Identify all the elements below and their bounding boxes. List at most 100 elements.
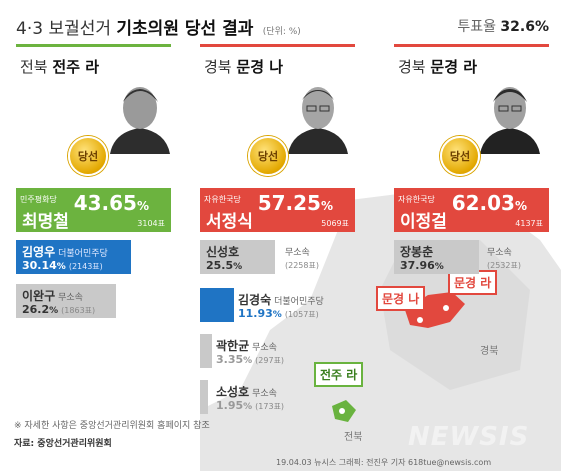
winner-percent: 57.25% (257, 191, 333, 215)
winner-votes: 3104표 (137, 219, 165, 228)
winner-percent-value: 62.03 (451, 191, 515, 215)
winner-photo (282, 76, 354, 154)
candidate-name: 김경숙 더불어민주당 (238, 291, 324, 308)
candidate-percent: 26.2% (1863표) (22, 303, 96, 316)
district-region: 경북 (398, 58, 426, 76)
candidate-name-text: 김영우 (22, 245, 56, 259)
candidate-percent-value: 37.96 (400, 259, 435, 272)
candidate-name-text: 이완구 (22, 289, 56, 303)
candidate-name-text: 김경숙 (238, 293, 272, 307)
candidate-row: 이완구 무소속 26.2% (1863표) (16, 284, 171, 318)
candidate-percent-value: 1.95 (216, 399, 244, 412)
unit-label: (단위: %) (262, 27, 301, 37)
candidate-row: 곽한균 무소속 3.35% (297표) (200, 334, 355, 368)
winner-name: 서정식 (206, 212, 253, 232)
winner-bar: 민주평화당 최명철 43.65% 3104표 (16, 188, 171, 232)
candidate-row: 신성호 무소속 25.5% (2258표) (200, 240, 355, 274)
winner-photo (474, 76, 546, 154)
candidate-name-text: 신성호 (206, 245, 240, 259)
winner-name: 최명철 (22, 212, 69, 232)
elected-badge: 당선 (248, 136, 288, 176)
title-prefix: 4·3 보궐선거 (16, 19, 111, 39)
candidate-party: 무소속 (252, 389, 277, 399)
title-main: 기초의원 당선 결과 (116, 19, 254, 39)
candidate-percent: 1.95% (173표) (216, 399, 285, 412)
candidate-percent-value: 26.2 (22, 303, 50, 316)
callout-mungyeong-na: 문경 나 (376, 286, 426, 311)
candidate-votes: (1863표) (61, 306, 96, 315)
winner-photo (104, 76, 176, 154)
candidate-percent-value: 11.93 (238, 307, 273, 320)
district-name: 문경 라 (430, 58, 478, 76)
district-title: 경북 문경 나 (204, 56, 355, 77)
candidate-votes: (1057표) (284, 310, 319, 319)
winner-votes: 4137표 (515, 219, 543, 228)
turnout-label: 투표율 (457, 19, 496, 35)
candidate-name-text: 곽한균 (216, 339, 250, 353)
winner-percent: 43.65% (73, 191, 149, 215)
candidate-votes: (2532표) (487, 261, 521, 270)
newsis-watermark: NEWSIS (408, 422, 530, 452)
winner-bar: 자유한국당 이정걸 62.03% 4137표 (394, 188, 549, 232)
candidate-party: 무소속 (58, 293, 83, 303)
candidate-percent-value: 25.5 (206, 259, 234, 272)
candidate-name: 곽한균 무소속 (216, 337, 277, 354)
candidate-percent: 30.14% (2143표) (22, 259, 103, 272)
map-marker-jeonju (339, 408, 345, 414)
district-title: 경북 문경 라 (398, 56, 549, 77)
winner-party: 자유한국당 (204, 195, 241, 204)
candidate-row: 김영우 더불어민주당 30.14% (2143표) (16, 240, 171, 274)
candidate-row: 소성호 무소속 1.95% (173표) (200, 380, 355, 414)
winner-percent-value: 57.25 (257, 191, 321, 215)
district-title: 전북 전주 라 (20, 56, 171, 77)
candidate-percent-value: 30.14 (22, 259, 57, 272)
candidate-votes: (2258표) (285, 261, 319, 270)
candidate-bar (16, 284, 116, 318)
candidate-bar (200, 380, 208, 414)
candidate-party: 무소속 (487, 248, 512, 258)
district-card-mungyeong-na: 경북 문경 나 당선 자유한국당 서정식 57.25% 5069표 신성호 무소… (200, 44, 355, 414)
district-region: 경북 (204, 58, 232, 76)
map-marker-na (417, 317, 423, 323)
candidate-party: 더불어민주당 (274, 297, 324, 307)
candidate-votes: (2143표) (68, 262, 103, 271)
elected-badge: 당선 (440, 136, 480, 176)
candidate-bar (200, 334, 212, 368)
column-rule (200, 44, 355, 47)
callout-jeonju-ra: 전주 라 (314, 362, 364, 387)
turnout-value: 32.6% (500, 19, 549, 35)
district-name: 전주 라 (52, 58, 100, 76)
winner-party: 민주평화당 (20, 195, 57, 204)
winner-votes: 5069표 (321, 219, 349, 228)
callout-mungyeong-ra: 문경 라 (448, 270, 498, 295)
candidate-name-text: 장봉춘 (400, 245, 434, 259)
winner-bar: 자유한국당 서정식 57.25% 5069표 (200, 188, 355, 232)
district-name: 문경 나 (236, 58, 284, 76)
credit: 19.04.03 뉴시스 그래픽: 전진우 기자 618tue@newsis.c… (276, 458, 492, 467)
candidate-votes: (297표) (255, 356, 285, 365)
elected-badge: 당선 (68, 136, 108, 176)
map-marker-ra (443, 305, 449, 311)
candidate-votes: (173표) (255, 402, 285, 411)
candidate-party: 무소속 (252, 343, 277, 353)
district-card-jeonju-ra: 전북 전주 라 당선 민주평화당 최명철 43.65% 3104표 김영우 더불어… (16, 44, 176, 318)
candidate-bar (200, 240, 275, 274)
footnote: ※ 자세한 사항은 중앙선거관리위원회 홈페이지 참조 (14, 421, 210, 431)
candidate-percent: 25.5% (206, 259, 243, 272)
district-region: 전북 (20, 58, 48, 76)
candidate-name: 신성호 (206, 243, 239, 260)
candidate-row: 김경숙 더불어민주당 11.93% (1057표) (200, 288, 355, 322)
candidate-bar (200, 288, 234, 322)
column-rule (394, 44, 549, 47)
candidate-bar (394, 240, 479, 274)
candidate-name: 이완구 무소속 (22, 287, 83, 304)
map-label-jeonbuk: 전북 (344, 432, 363, 443)
candidate-name: 장봉춘 (400, 243, 433, 260)
turnout: 투표율 32.6% (457, 16, 549, 36)
column-rule (16, 44, 171, 47)
winner-percent-value: 43.65 (73, 191, 137, 215)
candidate-row: 장봉춘 무소속 37.96% (2532표) (394, 240, 549, 274)
candidate-party: 무소속 (285, 248, 310, 258)
candidate-party: 더불어민주당 (58, 249, 108, 259)
infographic-title: 4·3 보궐선거 기초의원 당선 결과 (단위: %) (16, 14, 301, 39)
